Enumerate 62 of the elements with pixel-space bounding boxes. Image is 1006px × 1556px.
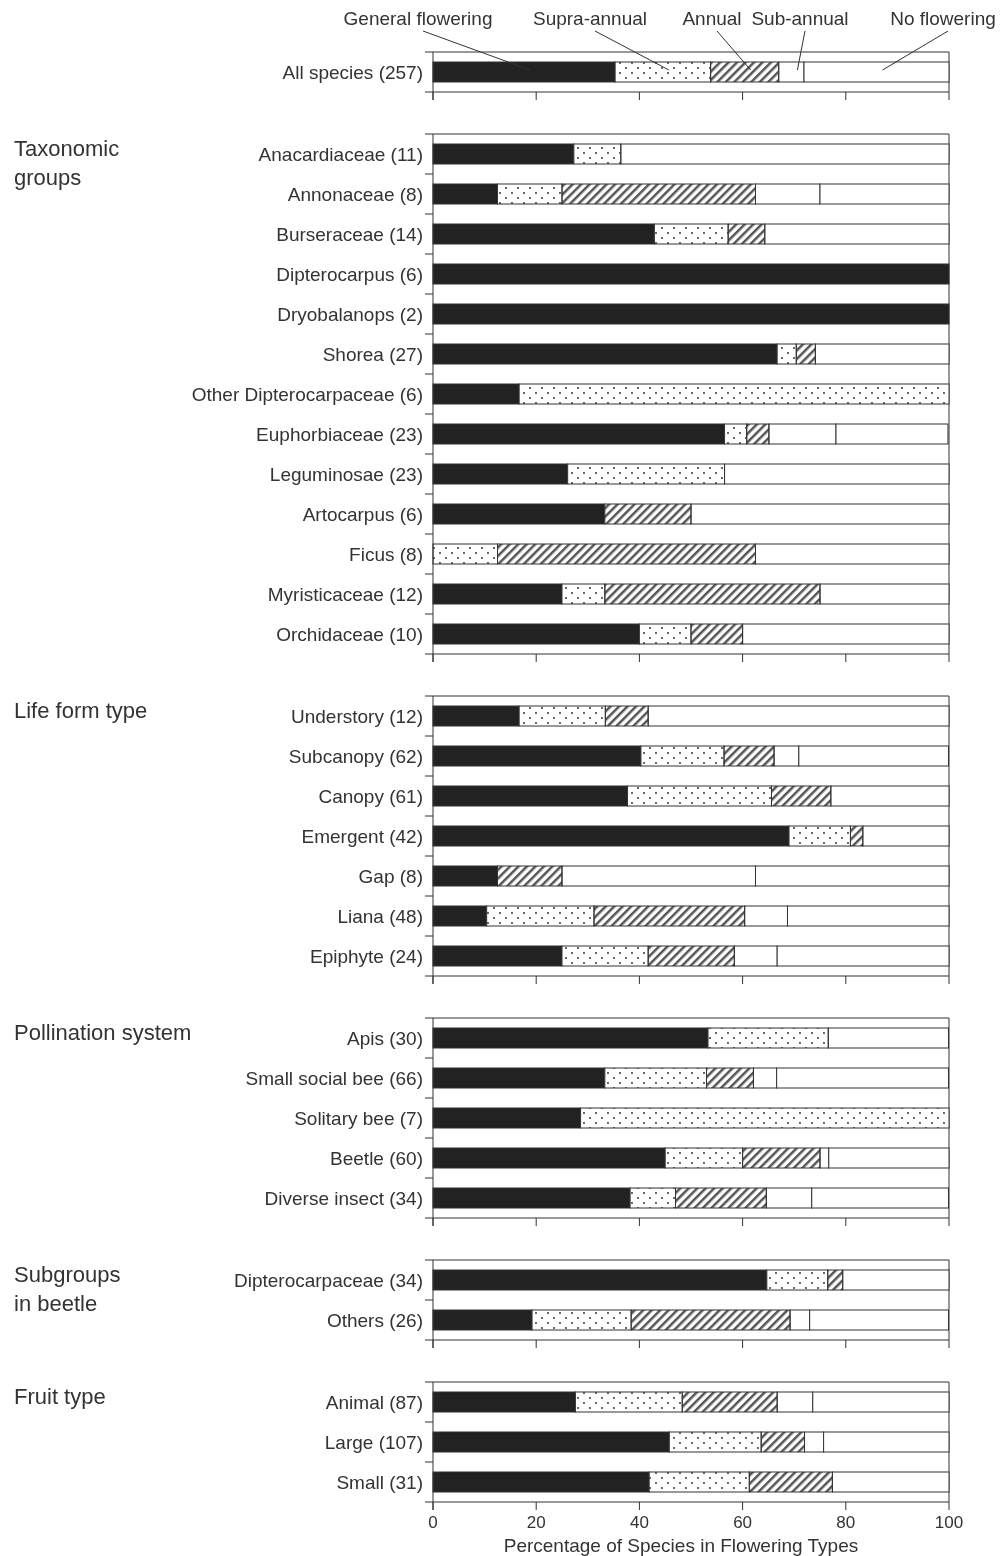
y-tick-label: Subcanopy (62) bbox=[288, 746, 423, 767]
y-tick-label: Dipterocarpus (6) bbox=[276, 264, 423, 285]
y-tick-label: Other Dipterocarpaceae (6) bbox=[191, 384, 423, 405]
y-axis-title: Life form type bbox=[14, 698, 148, 723]
x-tick-label: 20 bbox=[526, 1513, 546, 1532]
bar bbox=[827, 1027, 949, 1049]
y-tick-label: Anacardiaceae (11) bbox=[258, 144, 423, 165]
bar bbox=[831, 1471, 950, 1493]
y-tick-label: Apis (30) bbox=[346, 1028, 423, 1049]
y-tick-label: Diverse insect (34) bbox=[264, 1188, 423, 1209]
y-tick-label: Shorea (27) bbox=[322, 344, 423, 365]
bar bbox=[862, 825, 950, 847]
y-tick-label: Dipterocarpaceae (34) bbox=[233, 1270, 423, 1291]
y-tick-label: Others (26) bbox=[326, 1310, 423, 1331]
y-tick-label: Artocarpus (6) bbox=[302, 504, 423, 525]
y-tick-label: Gap (8) bbox=[358, 866, 423, 887]
bar bbox=[819, 583, 950, 605]
x-tick-label: 100 bbox=[934, 1513, 964, 1532]
y-tick-label: Understory (12) bbox=[291, 706, 423, 727]
series-label: Supra-annual bbox=[532, 8, 648, 29]
bar bbox=[724, 463, 950, 485]
y-tick-label: Beetle (60) bbox=[330, 1148, 423, 1169]
bar bbox=[755, 543, 950, 565]
y-tick-label: Burseraceae (14) bbox=[276, 224, 423, 245]
y-tick-label: Small social bee (66) bbox=[245, 1068, 423, 1089]
y-tick-label: Animal (87) bbox=[325, 1392, 423, 1413]
series-label: Annual bbox=[682, 8, 742, 29]
y-axis-title: Pollination system bbox=[14, 1020, 192, 1045]
y-tick-label: Dryobalanops (2) bbox=[277, 304, 423, 325]
bar bbox=[620, 143, 950, 165]
x-axis-title: Percentage of Species in Flowering Types bbox=[503, 1535, 859, 1556]
bar bbox=[842, 1269, 950, 1291]
y-tick-label: Canopy (61) bbox=[318, 786, 423, 807]
series-label: No flowering bbox=[890, 8, 996, 29]
y-tick-label: Euphorbiaceae (23) bbox=[256, 424, 423, 445]
y-tick-label: Solitary bee (7) bbox=[294, 1108, 423, 1129]
y-tick-label: Emergent (42) bbox=[301, 826, 423, 847]
series-label: General flowering bbox=[343, 8, 493, 29]
y-tick-label: Large (107) bbox=[324, 1432, 423, 1453]
bar bbox=[830, 785, 950, 807]
y-tick-label: Leguminosae (23) bbox=[269, 464, 423, 485]
bar bbox=[647, 705, 950, 727]
y-tick-label: Small (31) bbox=[336, 1472, 423, 1493]
y-tick-label: Myristicaceae (12) bbox=[267, 584, 423, 605]
bar bbox=[814, 343, 950, 365]
bar bbox=[690, 503, 950, 525]
y-axis-title: Taxonomic groups bbox=[14, 136, 120, 190]
y-tick-label: All species (257) bbox=[282, 62, 423, 83]
y-axis-title: Subgroups in beetle bbox=[14, 1262, 121, 1316]
x-tick-label: 80 bbox=[836, 1513, 856, 1532]
y-tick-label: Liana (48) bbox=[337, 906, 423, 927]
y-tick-label: Epiphyte (24) bbox=[309, 946, 423, 967]
y-axis-title: Fruit type bbox=[14, 1384, 106, 1409]
x-tick-label: 0 bbox=[428, 1513, 438, 1532]
x-tick-label: 60 bbox=[733, 1513, 753, 1532]
text: Sub-annual bbox=[751, 8, 849, 29]
y-tick-label: Ficus (8) bbox=[349, 544, 423, 565]
x-tick-label: 40 bbox=[629, 1513, 649, 1532]
bar bbox=[764, 223, 950, 245]
bar bbox=[742, 623, 950, 645]
y-tick-label: Annonaceae (8) bbox=[287, 184, 423, 205]
y-tick-label: Orchidaceae (10) bbox=[276, 624, 423, 645]
